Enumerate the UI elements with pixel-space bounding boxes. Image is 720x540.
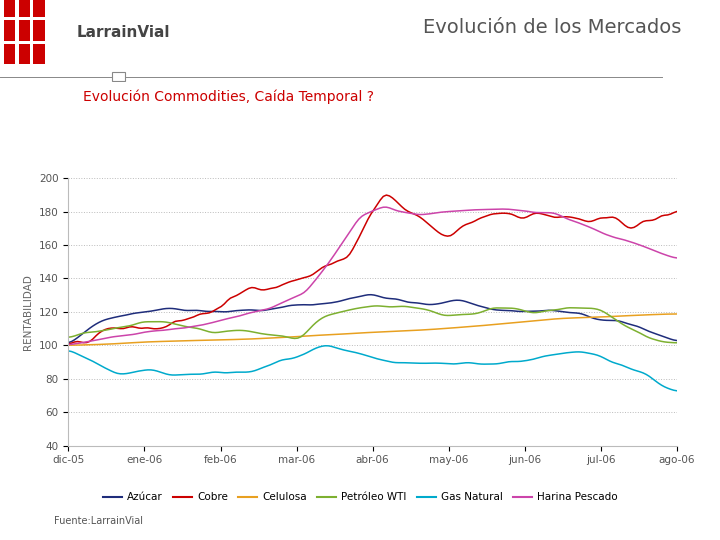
Y-axis label: RENTABILIDAD: RENTABILIDAD: [23, 274, 33, 350]
Cobre: [672, 208, 681, 215]
Bar: [33, 21, 45, 41]
Line: Celulosa: Celulosa: [68, 314, 677, 345]
Line: Petróleo WTI: Petróleo WTI: [68, 306, 677, 343]
Gas Natural: [89, 358, 97, 365]
Celulosa: [642, 312, 651, 318]
Bar: [19, 44, 30, 64]
Cobre: [177, 318, 186, 324]
Celulosa: [672, 310, 681, 317]
Azúcar: [177, 307, 186, 313]
Azúcar: [89, 323, 97, 329]
Gas Natural: [64, 348, 73, 354]
Cobre: [89, 336, 97, 342]
Cobre: [645, 217, 654, 224]
Bar: [4, 21, 15, 41]
Celulosa: [101, 341, 109, 347]
Azúcar: [64, 339, 73, 346]
Azúcar: [366, 292, 375, 298]
Petróleo WTI: [624, 324, 632, 330]
Gas Natural: [226, 369, 235, 376]
Harina Pescado: [645, 245, 654, 252]
Cobre: [64, 341, 73, 347]
Line: Gas Natural: Gas Natural: [68, 346, 677, 391]
Azúcar: [101, 316, 109, 323]
Text: Evolución de los Mercados: Evolución de los Mercados: [423, 18, 681, 37]
Gas Natural: [624, 364, 632, 371]
Cobre: [382, 192, 391, 198]
Cobre: [226, 295, 235, 301]
Petróleo WTI: [373, 303, 382, 309]
Petróleo WTI: [89, 329, 97, 335]
Bar: [4, 0, 15, 17]
Text: Evolución Commodities, Caída Temporal ?: Evolución Commodities, Caída Temporal ?: [83, 89, 374, 104]
Harina Pescado: [101, 335, 109, 341]
Petróleo WTI: [672, 340, 681, 346]
Petróleo WTI: [64, 334, 73, 340]
Bar: [112, 72, 125, 81]
Petróleo WTI: [177, 322, 186, 329]
Bar: [19, 21, 30, 41]
Azúcar: [645, 328, 654, 335]
Gas Natural: [321, 342, 330, 349]
Bar: [33, 44, 45, 64]
Celulosa: [89, 341, 97, 348]
Line: Cobre: Cobre: [68, 195, 677, 344]
Bar: [33, 0, 45, 17]
Cobre: [101, 326, 109, 333]
Harina Pescado: [382, 204, 391, 211]
Celulosa: [226, 336, 235, 343]
Gas Natural: [672, 388, 681, 394]
Cobre: [624, 224, 632, 231]
Harina Pescado: [89, 338, 97, 344]
Petróleo WTI: [645, 334, 654, 341]
Petróleo WTI: [101, 327, 109, 334]
Celulosa: [64, 342, 73, 348]
Text: LarrainVial: LarrainVial: [76, 25, 170, 40]
Petróleo WTI: [226, 328, 235, 334]
Line: Azúcar: Azúcar: [68, 295, 677, 342]
Legend: Azúcar, Cobre, Celulosa, Petróleo WTI, Gas Natural, Harina Pescado: Azúcar, Cobre, Celulosa, Petróleo WTI, G…: [99, 488, 622, 507]
Gas Natural: [101, 364, 109, 371]
Celulosa: [177, 338, 186, 344]
Harina Pescado: [624, 238, 632, 244]
Azúcar: [624, 320, 632, 327]
Harina Pescado: [64, 341, 73, 348]
Azúcar: [672, 338, 681, 344]
Gas Natural: [177, 372, 186, 378]
Bar: [19, 0, 30, 17]
Gas Natural: [645, 373, 654, 380]
Harina Pescado: [177, 325, 186, 332]
Text: Fuente:LarrainVial: Fuente:LarrainVial: [54, 516, 143, 526]
Harina Pescado: [226, 315, 235, 321]
Celulosa: [621, 313, 629, 319]
Line: Harina Pescado: Harina Pescado: [68, 207, 677, 345]
Bar: [4, 44, 15, 64]
Azúcar: [226, 308, 235, 315]
Harina Pescado: [672, 255, 681, 261]
